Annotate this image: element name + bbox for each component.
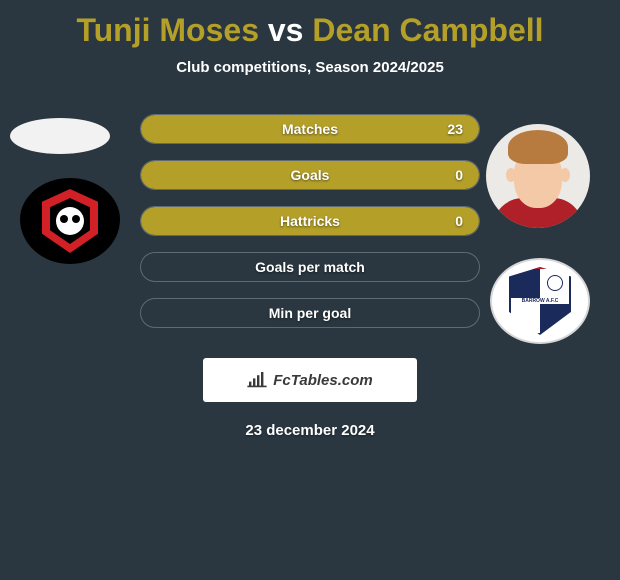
stat-value-right: 23 bbox=[447, 115, 463, 143]
brand-text: FcTables.com bbox=[273, 372, 372, 389]
stat-label: Goals per match bbox=[141, 253, 479, 281]
stat-label: Matches bbox=[141, 115, 479, 143]
stat-row: Hattricks0 bbox=[140, 206, 480, 236]
stat-value-right: 0 bbox=[455, 207, 463, 235]
date-text: 23 december 2024 bbox=[0, 422, 620, 439]
subtitle-text: Club competitions, Season 2024/2025 bbox=[0, 59, 620, 76]
stat-label: Goals bbox=[141, 161, 479, 189]
stat-label: Hattricks bbox=[141, 207, 479, 235]
player1-name: Tunji Moses bbox=[76, 12, 259, 48]
stat-row: Goals0 bbox=[140, 160, 480, 190]
chart-icon bbox=[247, 372, 267, 388]
stats-area: Matches23Goals0Hattricks0Goals per match… bbox=[0, 114, 620, 344]
stat-row: Min per goal bbox=[140, 298, 480, 328]
comparison-title: Tunji Moses vs Dean Campbell bbox=[0, 0, 620, 49]
stat-label: Min per goal bbox=[141, 299, 479, 327]
stat-row: Matches23 bbox=[140, 114, 480, 144]
player2-name: Dean Campbell bbox=[312, 12, 543, 48]
stat-value-right: 0 bbox=[455, 161, 463, 189]
stat-row: Goals per match bbox=[140, 252, 480, 282]
vs-text: vs bbox=[268, 12, 304, 48]
brand-box: FcTables.com bbox=[203, 358, 417, 402]
